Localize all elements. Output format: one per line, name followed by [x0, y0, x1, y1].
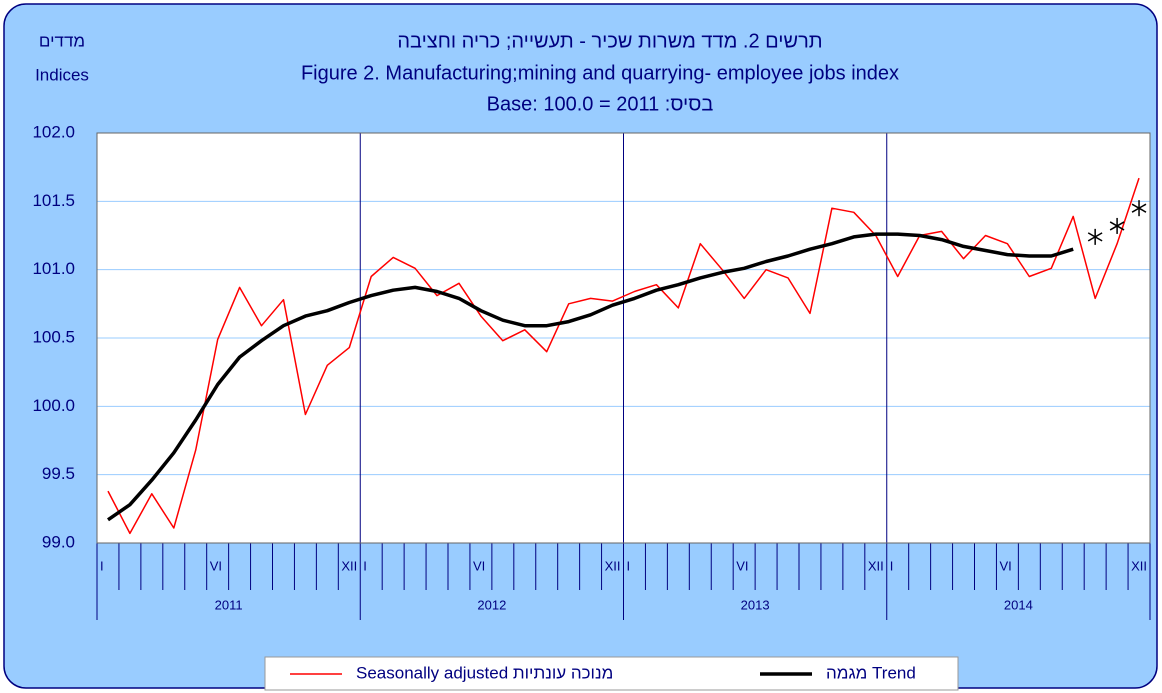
plot-border [96, 132, 1151, 544]
x-group-label: 2012 [477, 597, 506, 612]
x-tick-label: I [363, 558, 367, 573]
data-line [107, 177, 1140, 535]
y-tick-label: 100.5 [32, 327, 75, 346]
x-tick-label: I [100, 558, 104, 573]
asterisk-stroke [1087, 232, 1103, 242]
chart-title: תרשים 2. מדד משרות שכיר - תעשייה; כריה ו… [397, 30, 822, 52]
y-tick-label: 101.0 [32, 259, 75, 278]
y-axis-label: מדדים [39, 31, 85, 50]
y-axis-label: Indices [35, 65, 89, 84]
x-group-label: 2011 [215, 597, 243, 612]
y-tick-label: 100.0 [32, 396, 75, 415]
y-tick-label: 102.0 [32, 122, 75, 141]
legend-box [264, 656, 959, 691]
base-note: Base: 100.0 = 2011 :בסיס [487, 93, 714, 115]
x-tick-label: XII [868, 558, 884, 573]
legend-label: מגמה Trend [826, 663, 916, 682]
x-tick-label: XII [341, 558, 357, 573]
x-tick-label: VI [473, 558, 485, 573]
x-tick-label: I [627, 558, 631, 573]
x-tick-label: VI [210, 558, 222, 573]
y-tick-label: 99.0 [42, 532, 75, 551]
x-tick-label: VI [999, 558, 1011, 573]
asterisk-stroke [1109, 221, 1125, 231]
x-tick-label: VI [736, 558, 748, 573]
x-tick-label: XII [1131, 558, 1147, 573]
asterisk-marker [1087, 228, 1103, 245]
x-tick-label: XII [605, 558, 621, 573]
asterisk-marker [1109, 217, 1125, 234]
x-group-label: 2013 [741, 597, 770, 612]
x-tick-label: I [890, 558, 894, 573]
legend-label: Seasonally adjusted מנוכה עונתיות [356, 663, 613, 682]
x-group-label: 2014 [1004, 597, 1033, 612]
y-tick-label: 99.5 [42, 464, 75, 483]
asterisk-stroke [1131, 203, 1147, 213]
chart-subtitle: Figure 2. Manufacturing;mining and quarr… [301, 62, 899, 84]
data-line [107, 232, 1074, 522]
asterisk-marker [1131, 200, 1147, 217]
y-tick-label: 101.5 [32, 191, 75, 210]
